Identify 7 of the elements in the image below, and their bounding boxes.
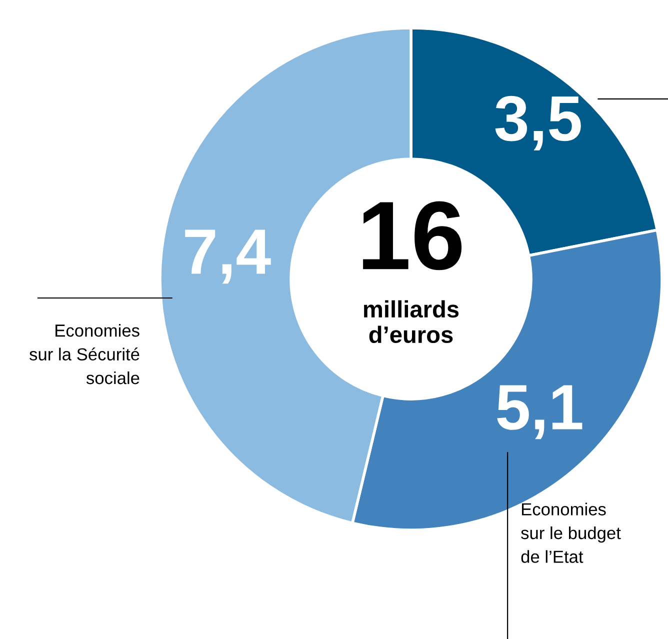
data-label: 3,5	[495, 96, 581, 150]
slice-label: Economies sur la Sécurité sociale	[30, 324, 140, 384]
text: 16	[363, 201, 462, 270]
text: milliards d’euros	[364, 300, 459, 344]
slice-label: Economies sur le budget de l’Etat	[521, 502, 621, 563]
data-label: 7,4	[185, 230, 271, 284]
data-label: 5,1	[497, 385, 582, 440]
